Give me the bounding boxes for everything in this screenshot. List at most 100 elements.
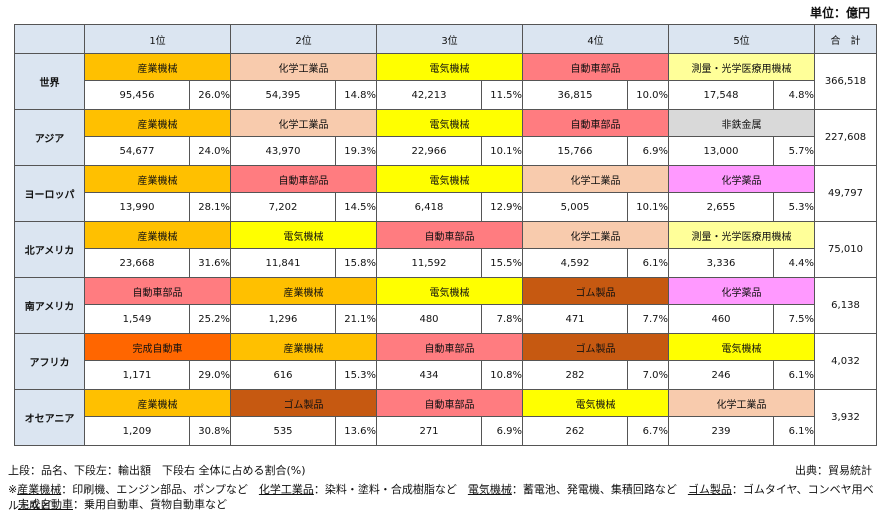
export-value-cell: 535 xyxy=(230,416,336,446)
category-cell: 化学工業品 xyxy=(522,221,669,249)
table-row-categories: 南アメリカ 自動車部品 産業機械 電気機械 ゴム製品 化学薬品 6,138 xyxy=(14,277,877,334)
share-percent-cell: 6.1% xyxy=(773,416,815,446)
category-cell: 化学工業品 xyxy=(522,165,669,193)
share-percent-cell: 15.5% xyxy=(481,248,523,278)
share-percent-cell: 15.3% xyxy=(335,360,377,390)
share-percent-cell: 24.0% xyxy=(189,136,231,166)
table-row-values: 23,668 31.6% 11,841 15.8% 11,592 15.5% 4,592 6.… xyxy=(15,248,877,278)
category-cell: 測量・光学医療用機械 xyxy=(668,53,815,81)
table-row-categories: オセアニア 産業機械 ゴム製品 自動車部品 電気機械 化学工業品 3,932 xyxy=(14,389,877,446)
header-rank-2: 2位 xyxy=(230,24,377,54)
region-name: 北アメリカ xyxy=(14,221,85,278)
header-total: 合 計 xyxy=(814,24,877,54)
export-value-cell: 6,418 xyxy=(376,192,482,222)
export-value-cell: 1,209 xyxy=(84,416,190,446)
category-cell: 化学工業品 xyxy=(230,109,377,137)
category-cell: 化学薬品 xyxy=(668,165,815,193)
header-rank-3: 3位 xyxy=(376,24,523,54)
export-value-cell: 1,549 xyxy=(84,304,190,334)
total-cell: 3,932 xyxy=(814,389,877,446)
table-row-values: 1,209 30.8% 535 13.6% 271 6.9% 262 6.7% 239 6.1% xyxy=(15,416,877,446)
category-cell: 電気機械 xyxy=(376,277,523,305)
note-desc-rubber-products: ：ゴムタイヤ、コンベヤ用ベルトなど xyxy=(8,483,874,512)
export-value-cell: 13,990 xyxy=(84,192,190,222)
category-cell: 産業機械 xyxy=(230,333,377,361)
category-cell: 自動車部品 xyxy=(522,53,669,81)
category-cell: 産業機械 xyxy=(84,53,231,81)
category-cell: 電気機械 xyxy=(668,333,815,361)
share-percent-cell: 31.6% xyxy=(189,248,231,278)
export-value-cell: 54,395 xyxy=(230,80,336,110)
category-cell: 自動車部品 xyxy=(376,389,523,417)
export-value-cell: 5,005 xyxy=(522,192,628,222)
export-value-cell: 471 xyxy=(522,304,628,334)
export-value-cell: 434 xyxy=(376,360,482,390)
note-term-chemical-industry: 化学工業品 xyxy=(258,483,314,496)
export-value-cell: 282 xyxy=(522,360,628,390)
category-cell: 自動車部品 xyxy=(230,165,377,193)
export-value-cell: 4,592 xyxy=(522,248,628,278)
header-corner xyxy=(14,24,85,54)
note-term-rubber-products: ゴム製品 xyxy=(687,483,732,496)
category-cell: 自動車部品 xyxy=(376,221,523,249)
share-percent-cell: 10.1% xyxy=(627,192,669,222)
header-row: 1位 2位 3位 4位 5位 合 計 xyxy=(14,24,877,54)
export-value-cell: 239 xyxy=(668,416,774,446)
category-cell: 電気機械 xyxy=(522,389,669,417)
share-percent-cell: 6.1% xyxy=(773,360,815,390)
region-name: ヨーロッパ xyxy=(14,165,85,222)
category-cell: 電気機械 xyxy=(376,109,523,137)
share-percent-cell: 13.6% xyxy=(335,416,377,446)
category-cell: 電気機械 xyxy=(230,221,377,249)
category-cell: 化学工業品 xyxy=(230,53,377,81)
legend-note: 上段：品名、下段左：輸出額 下段右 全体に占める割合(%) xyxy=(8,464,306,477)
export-value-cell: 7,202 xyxy=(230,192,336,222)
share-percent-cell: 25.2% xyxy=(189,304,231,334)
table-row-categories: アジア 産業機械 化学工業品 電気機械 自動車部品 非鉄金属 227,608 xyxy=(14,109,877,166)
export-value-cell: 460 xyxy=(668,304,774,334)
export-value-cell: 616 xyxy=(230,360,336,390)
table-row-categories: 世界 産業機械 化学工業品 電気機械 自動車部品 測量・光学医療用機械 366,518 xyxy=(14,53,877,110)
export-value-cell: 13,000 xyxy=(668,136,774,166)
export-value-cell: 262 xyxy=(522,416,628,446)
total-cell: 227,608 xyxy=(814,109,877,166)
table-row-values: 54,677 24.0% 43,970 19.3% 22,966 10.1% 15,766 6… xyxy=(15,136,877,166)
share-percent-cell: 26.0% xyxy=(189,80,231,110)
category-cell: 産業機械 xyxy=(84,109,231,137)
table-row-values: 1,171 29.0% 616 15.3% 434 10.8% 282 7.0% 246 6.1% xyxy=(15,360,877,390)
export-value-cell: 271 xyxy=(376,416,482,446)
export-value-cell: 1,171 xyxy=(84,360,190,390)
export-value-cell: 1,296 xyxy=(230,304,336,334)
table-row-categories: ヨーロッパ 産業機械 自動車部品 電気機械 化学工業品 化学薬品 49,797 xyxy=(14,165,877,222)
export-value-cell: 95,456 xyxy=(84,80,190,110)
share-percent-cell: 14.8% xyxy=(335,80,377,110)
table-body: 世界 産業機械 化学工業品 電気機械 自動車部品 測量・光学医療用機械 366,518 95,… xyxy=(14,53,877,446)
export-value-cell: 36,815 xyxy=(522,80,628,110)
category-cell: 産業機械 xyxy=(84,165,231,193)
share-percent-cell: 6.9% xyxy=(481,416,523,446)
total-cell: 75,010 xyxy=(814,221,877,278)
share-percent-cell: 7.8% xyxy=(481,304,523,334)
category-notes-line-1: ※産業機械：印刷機、エンジン部品、ポンプなど 化学工業品：染料・塗料・合成樹脂な… xyxy=(8,481,880,513)
note-desc-chemical-industry: ：染料・塗料・合成樹脂など xyxy=(313,483,468,496)
total-cell: 49,797 xyxy=(814,165,877,222)
share-percent-cell: 5.7% xyxy=(773,136,815,166)
table-row-values: 95,456 26.0% 54,395 14.8% 42,213 11.5% 36,815 1… xyxy=(15,80,877,110)
share-percent-cell: 12.9% xyxy=(481,192,523,222)
table-row-values: 13,990 28.1% 7,202 14.5% 6,418 12.9% 5,005 10.1… xyxy=(15,192,877,222)
share-percent-cell: 29.0% xyxy=(189,360,231,390)
export-value-cell: 480 xyxy=(376,304,482,334)
table-row-values: 1,549 25.2% 1,296 21.1% 480 7.8% 471 7.7% 460 7.5… xyxy=(15,304,877,334)
share-percent-cell: 7.0% xyxy=(627,360,669,390)
category-cell: 非鉄金属 xyxy=(668,109,815,137)
share-percent-cell: 5.3% xyxy=(773,192,815,222)
header-rank-4: 4位 xyxy=(522,24,669,54)
category-cell: 完成自動車 xyxy=(84,333,231,361)
share-percent-cell: 28.1% xyxy=(189,192,231,222)
category-cell: 電気機械 xyxy=(376,53,523,81)
share-percent-cell: 7.7% xyxy=(627,304,669,334)
share-percent-cell: 6.7% xyxy=(627,416,669,446)
export-value-cell: 2,655 xyxy=(668,192,774,222)
table-row-categories: 北アメリカ 産業機械 電気機械 自動車部品 化学工業品 測量・光学医療用機械 75,010 xyxy=(14,221,877,278)
note-desc-electrical-machinery: ：蓄電池、発電機、集積回路など xyxy=(511,483,688,496)
